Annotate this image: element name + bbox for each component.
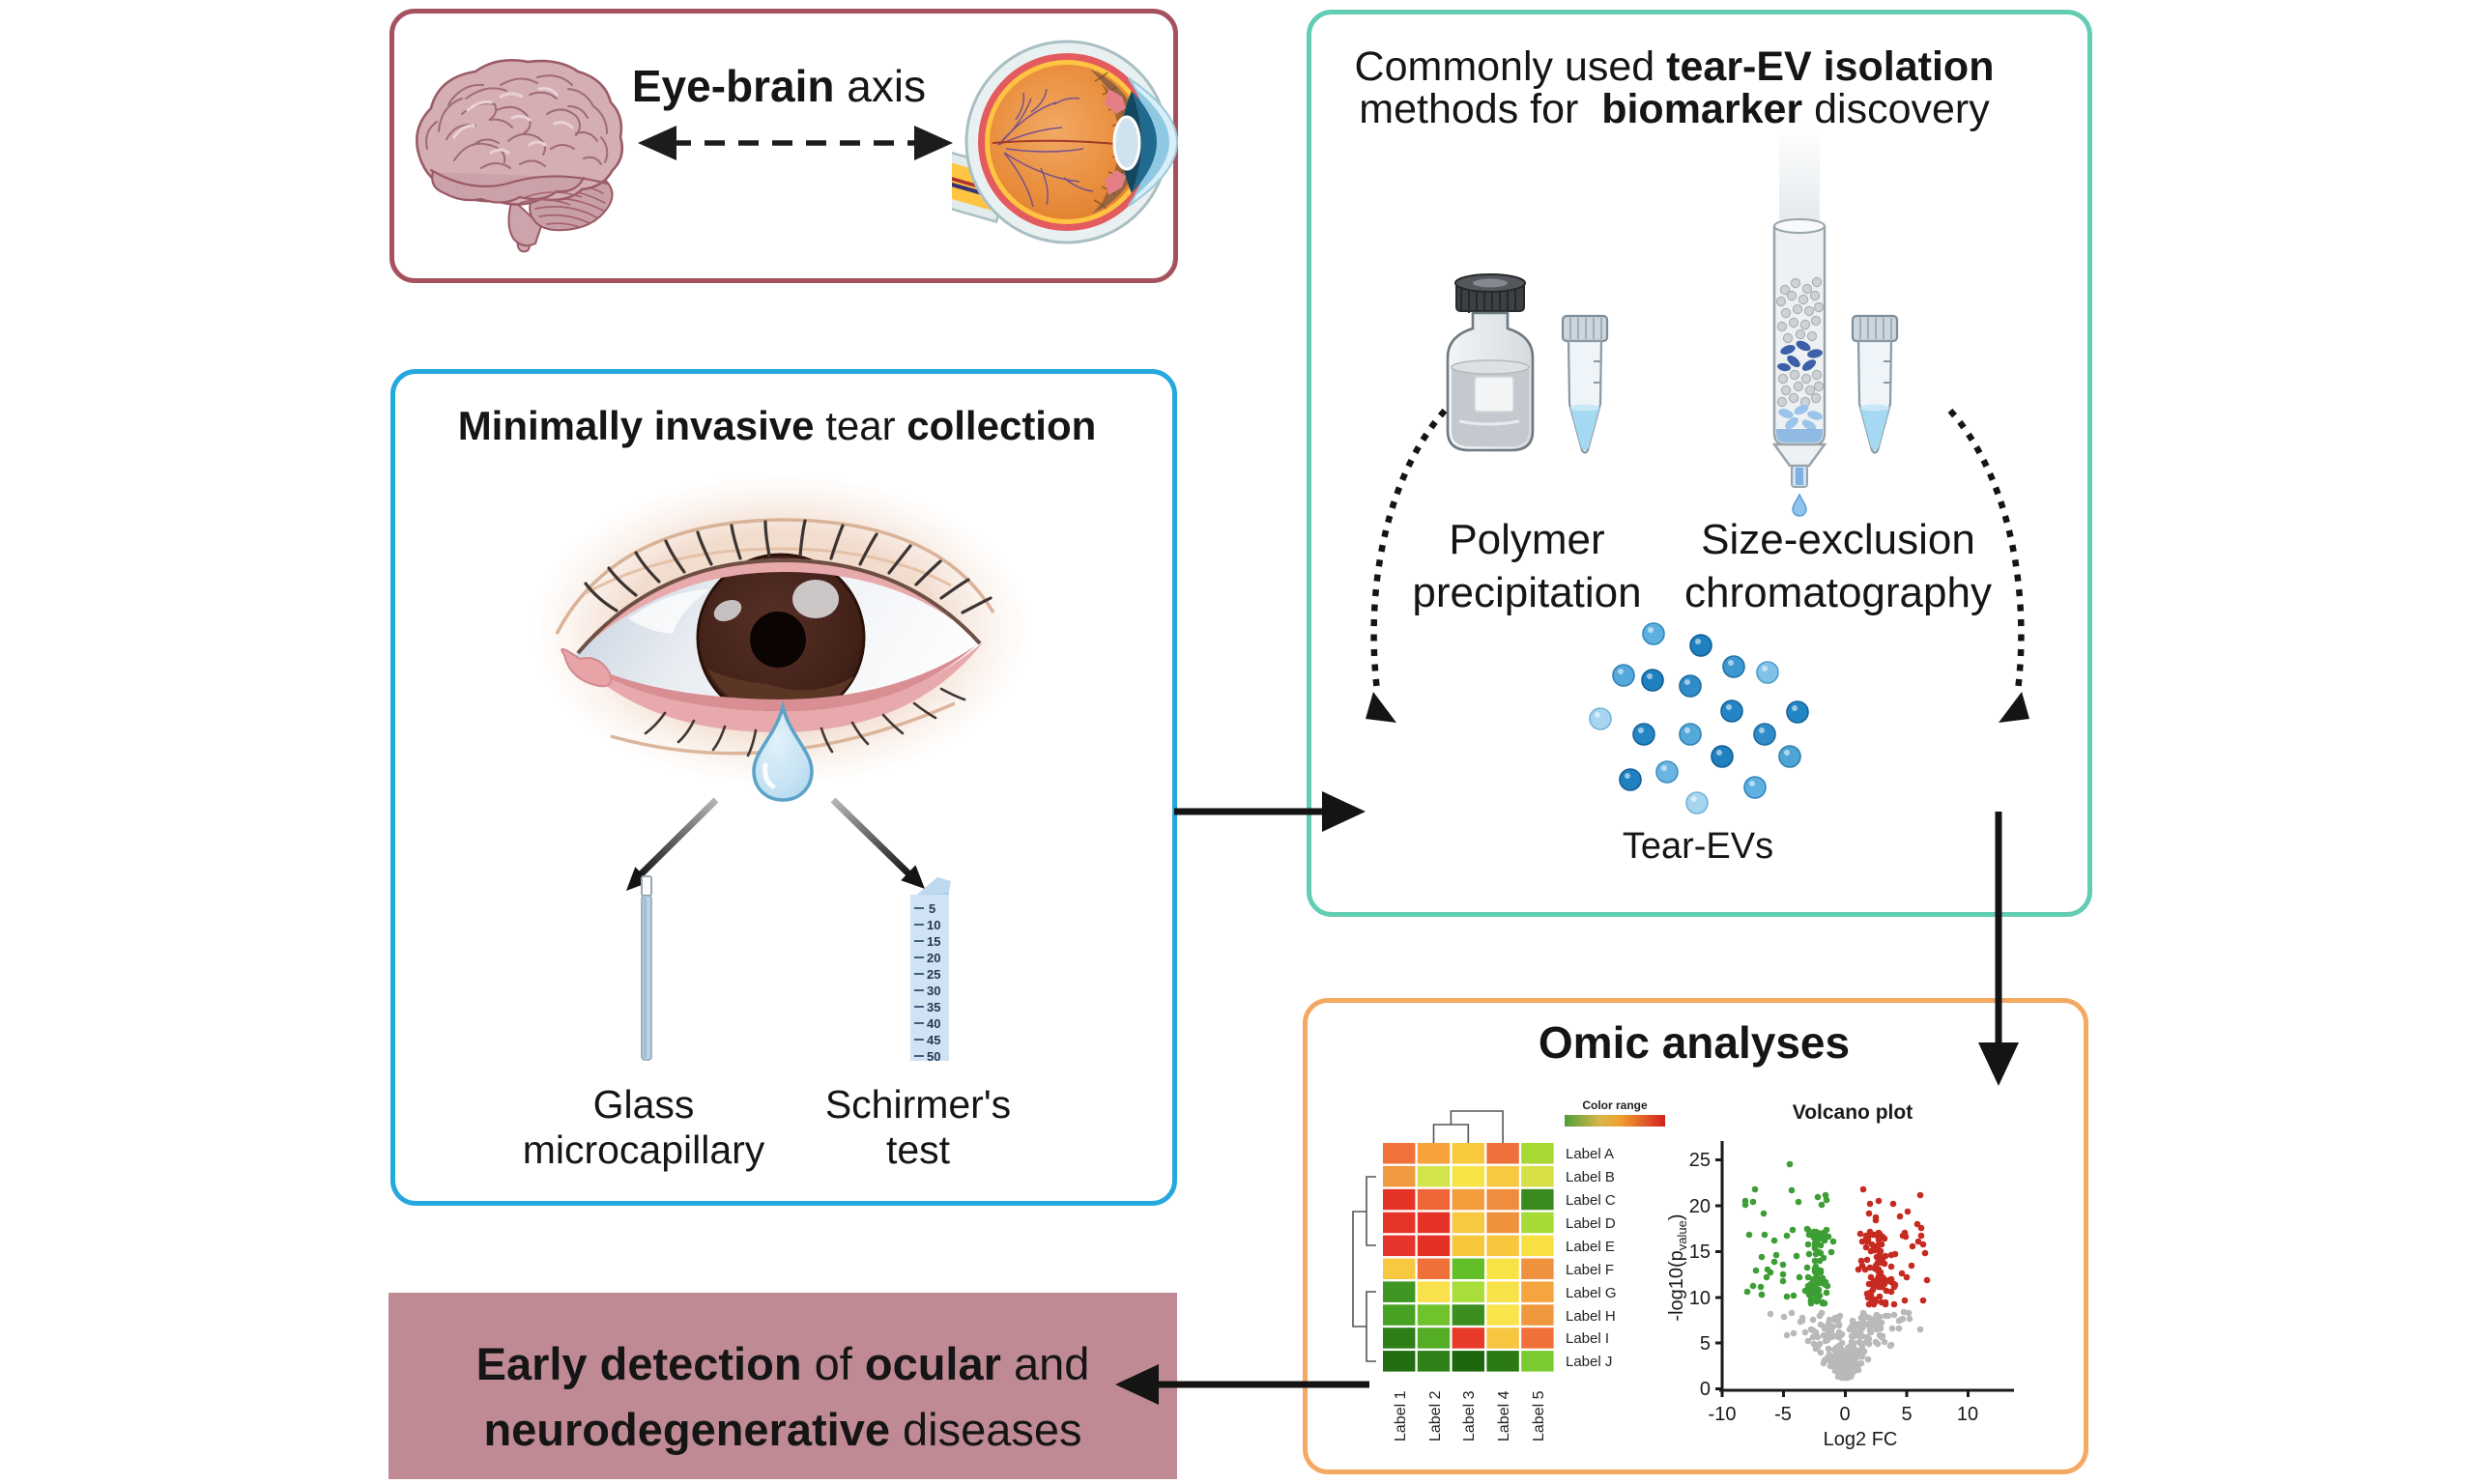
svg-text:Log2 FC: Log2 FC <box>1824 1429 1898 1450</box>
svg-text:Volcano plot: Volcano plot <box>1793 1101 1913 1124</box>
svg-text:15: 15 <box>927 934 940 949</box>
svg-text:25: 25 <box>1689 1150 1711 1171</box>
svg-text:30: 30 <box>927 984 940 998</box>
svg-text:0: 0 <box>1839 1404 1850 1425</box>
svg-text:Label B: Label B <box>1566 1169 1615 1185</box>
svg-text:Label 4: Label 4 <box>1496 1390 1512 1441</box>
svg-text:-log10(pvalue): -log10(pvalue) <box>1666 1213 1689 1321</box>
svg-text:Label 1: Label 1 <box>1393 1390 1409 1441</box>
svg-text:5: 5 <box>929 901 935 916</box>
svg-text:0: 0 <box>1700 1379 1711 1400</box>
svg-text:Label 3: Label 3 <box>1461 1390 1478 1441</box>
svg-text:10: 10 <box>1689 1288 1711 1309</box>
svg-text:35: 35 <box>927 1000 940 1014</box>
svg-text:50: 50 <box>927 1049 940 1064</box>
svg-text:20: 20 <box>927 951 940 965</box>
svg-text:Label D: Label D <box>1566 1215 1616 1232</box>
svg-text:45: 45 <box>927 1033 940 1047</box>
svg-text:Label H: Label H <box>1566 1308 1616 1325</box>
svg-text:Label I: Label I <box>1566 1330 1609 1347</box>
svg-text:Label 5: Label 5 <box>1531 1390 1547 1441</box>
svg-text:Label J: Label J <box>1566 1354 1612 1370</box>
svg-text:-5: -5 <box>1774 1404 1792 1425</box>
svg-text:10: 10 <box>927 918 940 932</box>
svg-text:Label 2: Label 2 <box>1427 1390 1444 1441</box>
svg-text:Label A: Label A <box>1566 1146 1614 1162</box>
svg-text:Color range: Color range <box>1582 1099 1648 1112</box>
svg-text:20: 20 <box>1689 1196 1711 1217</box>
svg-text:Label G: Label G <box>1566 1285 1617 1301</box>
svg-text:25: 25 <box>927 967 940 982</box>
svg-text:Label E: Label E <box>1566 1239 1615 1255</box>
svg-text:15: 15 <box>1689 1241 1711 1263</box>
svg-text:10: 10 <box>1957 1404 1978 1425</box>
svg-text:Label F: Label F <box>1566 1262 1614 1278</box>
svg-text:40: 40 <box>927 1016 940 1031</box>
svg-text:5: 5 <box>1901 1404 1912 1425</box>
svg-text:Label C: Label C <box>1566 1192 1616 1209</box>
svg-text:-10: -10 <box>1709 1404 1737 1425</box>
svg-text:5: 5 <box>1700 1333 1711 1355</box>
